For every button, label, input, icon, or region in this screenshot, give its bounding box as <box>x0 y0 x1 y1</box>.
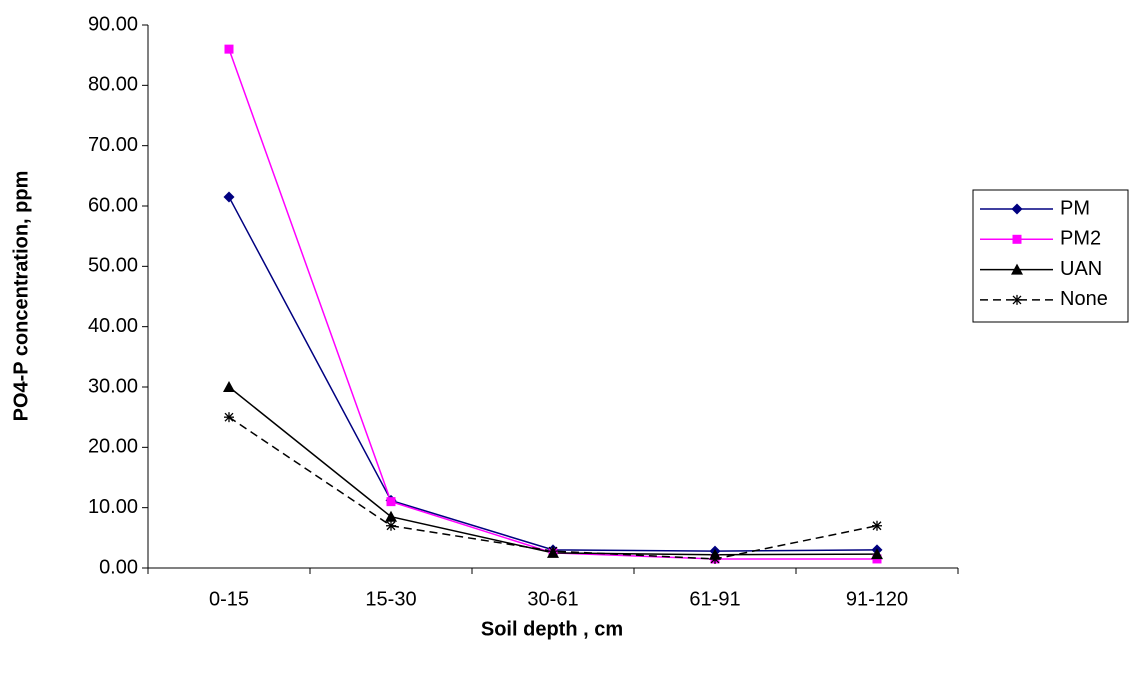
marker-shape <box>223 191 235 203</box>
y-tick-label: 90.00 <box>88 13 138 35</box>
marker-stroke <box>710 554 720 564</box>
legend-label: PM <box>1060 197 1090 219</box>
marker-stroke <box>1012 295 1022 305</box>
marker <box>224 412 234 423</box>
marker <box>385 510 397 522</box>
marker <box>223 381 235 392</box>
marker <box>548 546 558 557</box>
marker-shape <box>386 497 396 507</box>
y-tick-label: 40.00 <box>88 315 138 337</box>
legend-label: UAN <box>1060 258 1102 280</box>
marker <box>871 548 883 560</box>
y-tick-label: 60.00 <box>88 194 138 216</box>
marker <box>224 44 234 54</box>
legend-label: None <box>1060 288 1108 310</box>
x-tick-label: 91-120 <box>846 588 908 610</box>
marker <box>223 191 235 203</box>
marker-shape <box>1012 234 1022 244</box>
marker-shape <box>1011 203 1023 215</box>
y-tick-label: 10.00 <box>88 496 138 518</box>
marker <box>1012 234 1022 244</box>
x-tick-label: 0-15 <box>209 588 249 610</box>
marker <box>1011 263 1023 275</box>
series-line <box>228 196 878 552</box>
marker <box>710 553 720 564</box>
marker-stroke <box>872 521 882 531</box>
marker-shape <box>224 44 234 54</box>
marker-stroke <box>548 546 558 556</box>
x-tick-label: 15-30 <box>365 588 416 610</box>
y-tick-label: 70.00 <box>88 134 138 156</box>
marker <box>386 497 396 507</box>
y-tick-label: 80.00 <box>88 74 138 96</box>
y-tick-label: 0.00 <box>99 556 138 578</box>
marker-stroke <box>224 412 234 422</box>
marker <box>386 520 396 531</box>
marker <box>1012 294 1022 305</box>
y-tick-label: 20.00 <box>88 436 138 458</box>
x-tick-label: 30-61 <box>527 588 578 610</box>
y-tick-label: 50.00 <box>88 255 138 277</box>
marker-shape <box>871 548 883 560</box>
legend-label: PM2 <box>1060 228 1101 250</box>
marker-shape <box>385 510 397 522</box>
y-tick-label: 30.00 <box>88 375 138 397</box>
marker <box>872 520 882 531</box>
y-axis-title: PO4-P concentration, ppm <box>10 171 32 422</box>
x-axis-title: Soil depth , cm <box>481 618 623 640</box>
x-tick-label: 61-91 <box>689 588 740 610</box>
marker <box>1011 203 1023 215</box>
series-line <box>228 386 878 556</box>
series-line <box>228 416 878 560</box>
marker-shape <box>223 381 235 392</box>
marker-stroke <box>386 521 396 531</box>
marker-shape <box>1011 263 1023 275</box>
